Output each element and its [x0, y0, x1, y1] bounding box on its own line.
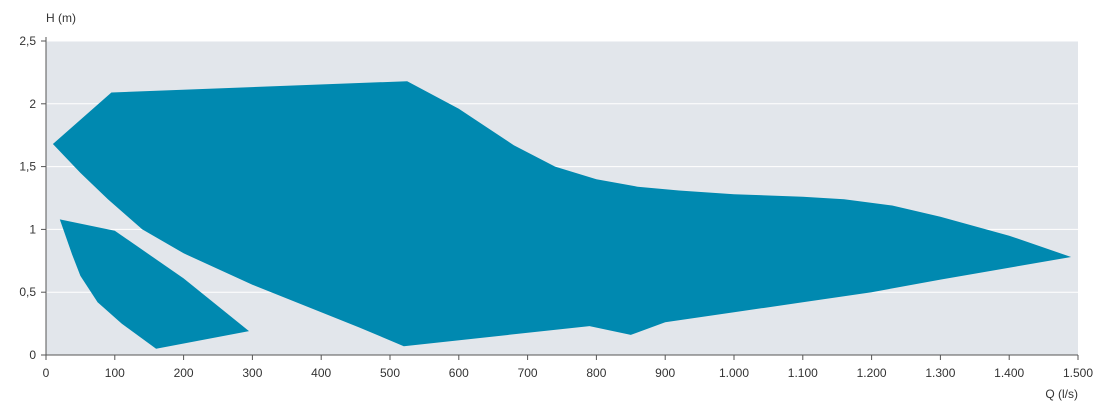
x-tick-label-11: 1.100	[788, 366, 818, 380]
x-axis-title: Q (l/s)	[1045, 387, 1078, 401]
operating-range-area-1	[52, 81, 1072, 347]
x-tick-label-1: 100	[105, 366, 125, 380]
y-tick-label-4: 2	[29, 97, 36, 111]
x-tick-label-6: 600	[449, 366, 469, 380]
x-axis-ticks: 0 100 200 300 400 500 600 700 800 900 1.000 1.100 1.…	[43, 355, 1093, 380]
y-tick-label-2: 1	[29, 222, 36, 236]
x-tick-label-0: 0	[43, 366, 50, 380]
y-axis-ticks: 0 0,5 1 1,5 2 2,5	[19, 34, 46, 362]
x-tick-label-2: 200	[174, 366, 194, 380]
operating-range-area-2	[59, 219, 249, 349]
x-tick-label-7: 700	[518, 366, 538, 380]
y-tick-label-0: 0	[29, 348, 36, 362]
x-tick-label-10: 1.000	[719, 366, 749, 380]
axes	[45, 37, 1078, 360]
x-tick-label-14: 1.400	[994, 366, 1024, 380]
y-axis-title: H (m)	[46, 11, 76, 25]
x-tick-label-5: 500	[380, 366, 400, 380]
x-tick-label-4: 400	[311, 366, 331, 380]
y-tick-label-1: 0,5	[19, 285, 36, 299]
x-tick-label-3: 300	[242, 366, 262, 380]
y-tick-label-5: 2,5	[19, 34, 36, 48]
y-tick-label-3: 1,5	[19, 160, 36, 174]
x-tick-label-8: 800	[586, 366, 606, 380]
x-tick-label-12: 1.200	[857, 366, 887, 380]
x-tick-label-9: 900	[655, 366, 675, 380]
x-tick-label-15: 1.500	[1063, 366, 1093, 380]
operating-ranges	[52, 81, 1072, 349]
x-tick-label-13: 1.300	[925, 366, 955, 380]
